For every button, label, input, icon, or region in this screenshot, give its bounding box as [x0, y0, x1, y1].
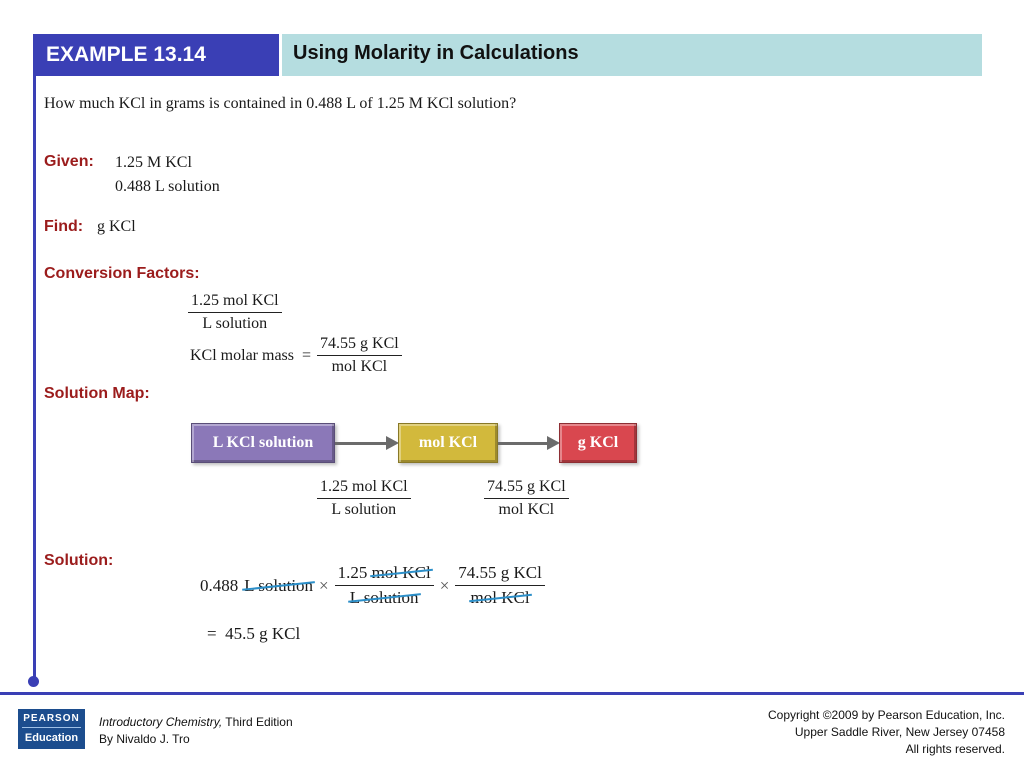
given-label: Given:: [44, 153, 94, 170]
book-edition: Third Edition: [222, 715, 293, 729]
logo-bottom-text: Education: [24, 732, 79, 744]
map-arrow-2-head: [547, 436, 560, 450]
factor-2-numerator: 74.55 g KCl: [317, 335, 402, 356]
map-arrow-2-line: [498, 442, 548, 445]
book-title: Introductory Chemistry,: [99, 715, 223, 729]
copyright-line-3: All rights reserved.: [905, 742, 1005, 756]
f2-numerator: 74.55 g KCl: [455, 563, 545, 586]
solution-label: Solution:: [44, 552, 114, 569]
pearson-education-logo: PEARSON Education: [18, 709, 85, 749]
find-value: g KCl: [97, 218, 136, 235]
example-label: EXAMPLE 13.14: [36, 34, 282, 76]
conversion-factor-1: 1.25 mol KCl L solution: [188, 292, 282, 333]
solution-result: = 45.5 g KCl: [207, 624, 301, 643]
copyright-line-2: Upper Saddle River, New Jersey 07458: [794, 725, 1005, 739]
f1-num-value: 1.25: [337, 563, 368, 582]
map-arrow-1-head: [386, 436, 399, 450]
map-box-g-kcl: g KCl: [559, 423, 637, 463]
times-sign-1: ×: [319, 575, 329, 595]
book-author: By Nivaldo J. Tro: [99, 732, 190, 746]
map-step-1-numerator: 1.25 mol KCl: [317, 478, 411, 499]
map-box-2-label: mol KCl: [418, 434, 478, 451]
map-box-3-label: g KCl: [577, 434, 619, 451]
given-line-1: 1.25 M KCl: [115, 154, 192, 171]
left-rule: [33, 34, 36, 681]
f1-num-unit-cancelled: mol KCl: [371, 563, 431, 582]
map-box-1-label: L KCl solution: [212, 434, 314, 451]
map-arrow-1-line: [335, 442, 387, 445]
f2-den-cancelled: mol KCl: [470, 588, 530, 607]
factor-1-denominator: L solution: [202, 315, 268, 332]
copyright-block: Copyright ©2009 by Pearson Education, In…: [768, 707, 1005, 758]
map-box-l-kcl-solution: L KCl solution: [191, 423, 335, 463]
footer-rule: [0, 692, 1024, 695]
molar-mass-factor: KCl molar mass = 74.55 g KCl mol KCl: [190, 335, 402, 376]
logo-top-text: PEARSON: [22, 709, 81, 728]
map-step-1-factor: 1.25 mol KCl L solution: [317, 478, 411, 519]
map-box-mol-kcl: mol KCl: [398, 423, 498, 463]
map-step-1-denominator: L solution: [331, 501, 397, 518]
factor-2-denominator: mol KCl: [331, 358, 388, 375]
solution-map-label: Solution Map:: [44, 385, 150, 402]
given-line-2: 0.488 L solution: [115, 178, 220, 195]
find-label: Find:: [44, 218, 84, 235]
molar-mass-label: KCl molar mass =: [190, 346, 312, 364]
solution-equation: 0.488 L solution × 1.25 mol KCl L soluti…: [200, 563, 545, 608]
times-sign-2: ×: [439, 575, 450, 595]
question-text: How much KCl in grams is contained in 0.…: [44, 95, 517, 112]
conversion-factors-label: Conversion Factors:: [44, 265, 200, 282]
start-unit-cancelled: L solution: [244, 575, 314, 595]
factor-1-numerator: 1.25 mol KCl: [188, 292, 282, 313]
copyright-line-1: Copyright ©2009 by Pearson Education, In…: [768, 708, 1005, 722]
book-info: Introductory Chemistry, Third Edition By…: [99, 715, 293, 746]
start-value: 0.488: [200, 575, 239, 595]
f1-den-cancelled: L solution: [349, 588, 419, 607]
map-step-2-factor: 74.55 g KCl mol KCl: [484, 478, 569, 519]
slide-title: Using Molarity in Calculations: [282, 34, 982, 76]
map-step-2-numerator: 74.55 g KCl: [484, 478, 569, 499]
map-step-2-denominator: mol KCl: [498, 501, 555, 518]
rule-dot: [28, 676, 39, 687]
